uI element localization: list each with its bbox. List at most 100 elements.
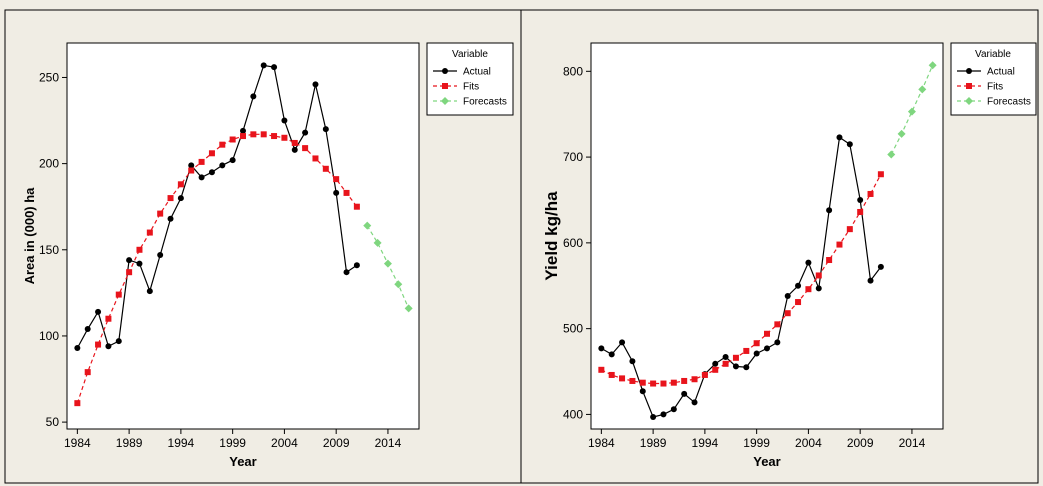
actual-point	[84, 326, 91, 333]
legend-swatch-marker	[442, 83, 448, 89]
fits-point	[188, 167, 195, 174]
fits-line	[601, 173, 882, 385]
fits-point	[136, 246, 143, 253]
y-tick-label: 150	[39, 243, 59, 257]
x-tick-label: 1984	[64, 436, 91, 450]
yield-y-axis-title: Yield kg/ha	[542, 191, 561, 281]
y-tick-label: 100	[39, 329, 59, 343]
actual-point	[115, 338, 122, 345]
fits-point	[826, 257, 833, 264]
plot-area	[66, 42, 420, 430]
fits-point	[701, 371, 708, 378]
actual-point	[333, 189, 340, 196]
y-tick-label: 50	[46, 415, 60, 429]
actual-point	[281, 117, 288, 124]
legend-box	[950, 42, 1037, 116]
area-legend: Variable Actual Fits Forecasts	[426, 42, 514, 116]
actual-point	[271, 64, 278, 71]
actual-point	[732, 363, 739, 370]
actual-point	[815, 285, 822, 292]
actual-point	[805, 259, 812, 266]
y-tick-label: 500	[563, 322, 583, 336]
fits-point	[670, 379, 677, 386]
y-tick-label: 600	[563, 236, 583, 250]
x-tick-label: 1999	[219, 436, 246, 450]
legend-swatch-marker	[442, 68, 448, 74]
x-tick-label: 2009	[323, 436, 350, 450]
fits-point	[619, 375, 626, 382]
legend-item-forecasts: Forecasts	[957, 97, 1031, 108]
fits-point	[753, 340, 760, 347]
forecasts-point	[363, 221, 372, 230]
legend-label: Actual	[987, 67, 1015, 78]
fits-point	[105, 315, 112, 322]
x-tick-label: 2009	[847, 436, 874, 450]
area-y-ticks: 50 100 150 200 250	[39, 70, 67, 429]
actual-point	[291, 146, 298, 153]
fits-point	[74, 400, 81, 407]
legend-swatch-marker	[966, 68, 972, 74]
yield-x-axis-title: Year	[753, 454, 780, 469]
actual-point	[629, 358, 636, 365]
forecasts-point	[383, 259, 392, 268]
actual-point	[712, 360, 719, 367]
fits-point	[795, 299, 802, 306]
forecasts-point	[404, 304, 413, 313]
actual-point	[743, 364, 750, 371]
actual-point	[229, 157, 236, 164]
legend-label: Forecasts	[987, 97, 1031, 108]
fits-point	[240, 133, 246, 140]
x-tick-label: 1999	[743, 436, 770, 450]
fits-point	[250, 131, 257, 138]
fits-point	[302, 145, 309, 152]
actual-point	[639, 388, 646, 395]
y-tick-label: 800	[563, 64, 583, 78]
actual-point	[795, 282, 802, 289]
legend-items: Actual Fits Forecasts	[957, 67, 1031, 108]
y-tick-label: 700	[563, 150, 583, 164]
fits-point	[208, 150, 215, 157]
actual-line	[601, 136, 882, 418]
fits-point	[322, 165, 329, 172]
actual-point	[753, 350, 760, 357]
series-fits	[598, 171, 884, 387]
forecasts-point	[907, 107, 916, 116]
fits-point	[805, 286, 812, 293]
actual-point	[74, 345, 81, 352]
actual-point	[322, 126, 329, 133]
chart-area: 1984 1989 1994 1999 2004 2009 2014 50 100 150 200…	[22, 42, 514, 469]
x-tick-label: 2014	[899, 436, 926, 450]
fits-point	[260, 131, 267, 138]
fits-point	[95, 341, 102, 348]
legend-items: Actual Fits Forecasts	[433, 67, 507, 108]
actual-point	[353, 262, 360, 269]
fits-point	[681, 377, 688, 384]
actual-point	[857, 196, 864, 203]
yield-legend: Variable Actual Fits Forecasts	[950, 42, 1037, 116]
x-tick-label: 1994	[168, 436, 195, 450]
actual-point	[608, 351, 615, 358]
fits-point	[608, 371, 615, 378]
yield-x-ticks: 1984 1989 1994 1999 2004 2009 2014	[588, 429, 926, 450]
fits-point	[333, 176, 340, 183]
fits-point	[598, 366, 605, 373]
actual-point	[670, 406, 677, 413]
actual-point	[312, 81, 319, 88]
legend-label: Fits	[463, 82, 479, 93]
area-series	[74, 62, 413, 407]
actual-point	[650, 413, 657, 420]
fits-point	[660, 380, 667, 387]
fits-point	[343, 189, 350, 196]
actual-point	[836, 134, 843, 141]
forecasts-point	[394, 280, 403, 289]
legend-title: Variable	[975, 49, 1011, 60]
series-actual	[598, 134, 884, 420]
fits-point	[115, 291, 122, 298]
series-forecasts	[363, 221, 413, 313]
area-y-axis-title: Area in (000) ha	[22, 187, 37, 285]
fits-point	[291, 139, 298, 146]
fits-point	[846, 226, 853, 233]
yield-y-ticks: 400 500 600 700 800	[563, 64, 591, 421]
fits-point	[84, 369, 91, 376]
forecasts-point	[897, 129, 906, 138]
